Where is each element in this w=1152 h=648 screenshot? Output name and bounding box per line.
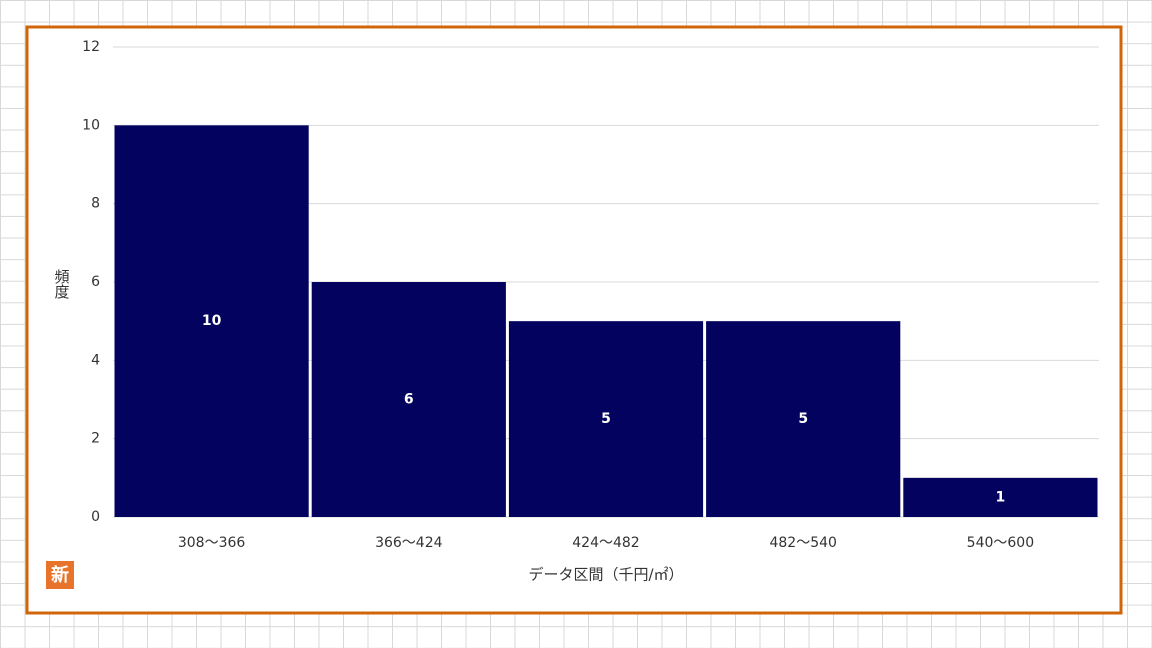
data-label: 5: [798, 411, 808, 427]
data-label: 6: [404, 392, 414, 408]
data-label: 5: [601, 411, 611, 427]
x-tick-label: 482～540: [769, 535, 836, 551]
bar: [508, 321, 704, 517]
bar: [114, 125, 309, 517]
badge: 新: [51, 564, 69, 586]
y-tick-label: 8: [91, 196, 100, 212]
x-tick-label: 424～482: [572, 535, 639, 551]
y-tick-label: 4: [91, 352, 100, 368]
data-label: 10: [202, 313, 222, 329]
y-axis-title: 頻度: [53, 269, 71, 299]
y-tick-label: 0: [91, 509, 100, 525]
x-tick-label: 540～600: [967, 535, 1034, 551]
y-tick-label: 10: [82, 117, 100, 133]
bar: [311, 282, 506, 517]
y-tick-label: 2: [91, 431, 100, 447]
x-tick-label: 366～424: [375, 535, 443, 551]
bar: [903, 477, 1098, 517]
x-tick-label: 308～366: [178, 535, 246, 551]
data-label: 1: [996, 489, 1006, 505]
y-tick-label: 12: [82, 39, 100, 55]
x-axis-title: データ区間（千円/㎡）: [528, 566, 683, 584]
bar: [706, 321, 901, 517]
badge-bg: [46, 561, 74, 589]
y-tick-label: 6: [91, 274, 100, 290]
